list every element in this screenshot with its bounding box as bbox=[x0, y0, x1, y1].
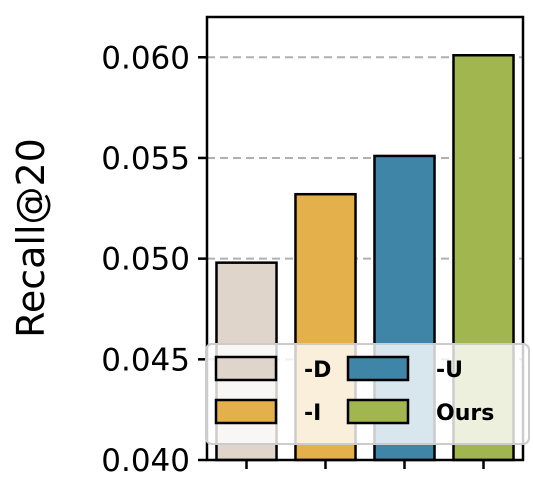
legend-swatch-i bbox=[214, 398, 278, 425]
y-axis-ticks: 0.040 0.045 0.050 0.055 0.060 bbox=[101, 40, 485, 479]
legend-swatch-u bbox=[346, 355, 410, 382]
y-axis-title: Recall@20 bbox=[9, 138, 53, 338]
y-tick-label: 0.045 bbox=[101, 342, 190, 378]
legend-swatch-ours bbox=[346, 398, 410, 425]
legend-label-i: -I bbox=[304, 401, 321, 426]
legend: -D -U -I Ours bbox=[205, 343, 530, 445]
legend-label-d: -D bbox=[304, 358, 331, 383]
legend-label-ours: Ours bbox=[436, 401, 494, 426]
legend-frame bbox=[205, 343, 530, 445]
legend-label-u: -U bbox=[436, 358, 463, 383]
y-tick-label: 0.040 bbox=[101, 443, 190, 479]
plot-frame bbox=[205, 15, 525, 462]
y-tick-label: 0.050 bbox=[101, 242, 190, 278]
legend-swatch-d bbox=[214, 355, 278, 382]
y-tick-label: 0.060 bbox=[101, 40, 190, 76]
y-tick-label: 0.055 bbox=[101, 141, 190, 177]
